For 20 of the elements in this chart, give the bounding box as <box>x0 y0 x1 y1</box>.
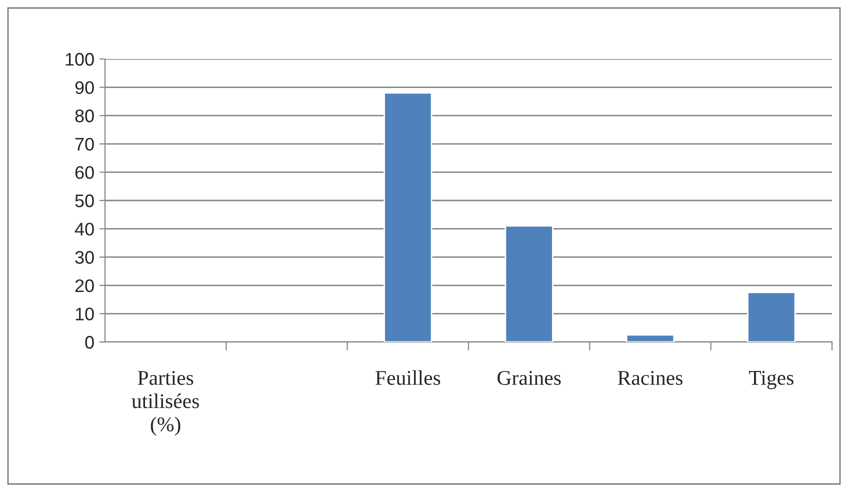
bar <box>504 225 554 342</box>
y-tick-label: 80 <box>75 110 94 122</box>
y-tick-label: 40 <box>74 222 94 236</box>
bar <box>747 292 796 342</box>
x-tick-label: Parties utilisées (%) <box>132 370 199 436</box>
y-tick-label: 100 <box>66 52 94 66</box>
y-tick-label: 90 <box>75 81 94 94</box>
y-tick-label: 20 <box>75 279 94 292</box>
y-tick-label: 30 <box>75 251 94 264</box>
y-tick-label: 0 <box>85 336 94 349</box>
x-tick-label: Racines <box>618 370 682 385</box>
x-tick-label: Graines <box>498 370 561 385</box>
y-tick-label: 60 <box>75 166 94 179</box>
x-tick-label: Tiges <box>749 370 794 390</box>
bar <box>384 92 432 342</box>
x-tick-label: Feuilles <box>376 370 440 385</box>
bar <box>626 334 675 342</box>
y-tick-label: 50 <box>75 194 94 208</box>
y-tick-label: 10 <box>76 308 94 320</box>
y-tick-label: 70 <box>75 138 94 151</box>
